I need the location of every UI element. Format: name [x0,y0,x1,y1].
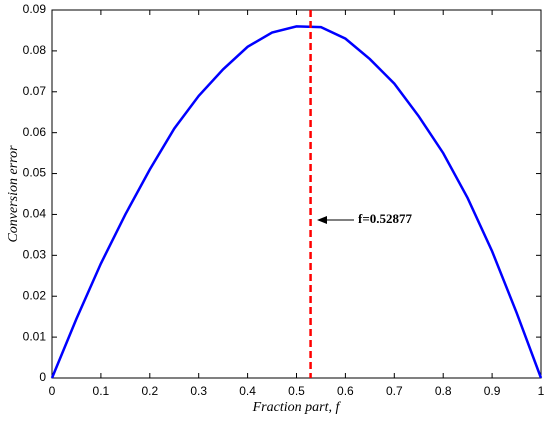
x-tick-label: 0.1 [93,384,110,398]
plot-frame [51,9,542,379]
x-tick-label: 0.8 [435,384,452,398]
x-tick-label: 0.6 [337,384,354,398]
y-tick-label: 0.05 [23,166,47,180]
x-tick-label: 0.4 [239,384,256,398]
x-tick-label: 0 [49,384,56,398]
y-tick-label: 0.06 [23,125,47,139]
x-tick-label: 0.9 [484,384,501,398]
x-tick-label: 0.3 [190,384,207,398]
y-tick-label: 0.03 [23,248,47,262]
x-axis-label: Fraction part, f [252,400,342,415]
y-tick-label: 0.01 [23,329,47,343]
y-tick-label: 0.08 [23,43,47,57]
y-axis-label: Conversion error [6,145,21,243]
x-tick-label: 0.7 [386,384,403,398]
annotation: f=0.52877 [358,211,412,226]
y-tick-label: 0 [39,370,46,384]
x-tick-label: 1 [538,384,545,398]
y-tick-label: 0.09 [23,2,47,16]
y-tick-label: 0.04 [23,207,47,221]
x-tick-label: 0.5 [288,384,305,398]
data-line [50,25,543,379]
x-tick-label: 0.2 [141,384,158,398]
y-tick-label: 0.07 [23,84,47,98]
y-tick-label: 0.02 [23,288,47,302]
